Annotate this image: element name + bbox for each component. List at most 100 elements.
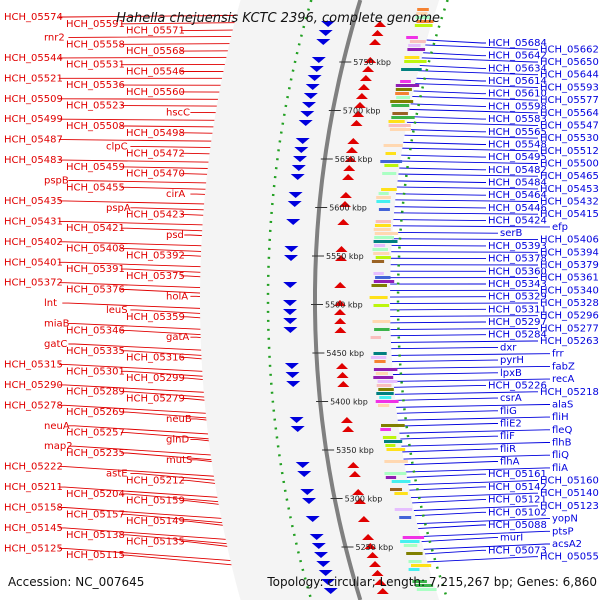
reverse-gene-mark [290, 174, 305, 180]
gene-label-forward: HCH_05459 [66, 162, 125, 173]
reverse-gene-mark [316, 39, 331, 45]
gene-label-forward: lnt [44, 298, 57, 309]
gene-label-reverse: HCH_05453 [540, 184, 599, 195]
gene-label-reverse: alaS [552, 400, 573, 411]
gene-label-forward: HCH_05315 [4, 359, 63, 370]
gene-label-reverse: recA [552, 374, 575, 385]
gene-label-reverse: HCH_05424 [488, 216, 547, 227]
category-segment [402, 536, 425, 539]
gene-label-reverse: HCH_05464 [488, 190, 547, 201]
gene-label-forward: HCH_05521 [4, 73, 63, 84]
category-segment [372, 248, 388, 251]
reverse-gene-mark [289, 417, 304, 423]
category-segment [376, 392, 394, 395]
gene-label-reverse: acsA2 [552, 539, 582, 550]
reverse-gene-mark [291, 165, 306, 171]
category-segment [371, 284, 387, 287]
gene-label-reverse: HCH_05598 [488, 101, 547, 112]
category-segment [369, 296, 388, 299]
gene-label-forward: HCH_05149 [126, 516, 185, 527]
accession-label: Accession: NC_007645 [8, 575, 144, 589]
gene-label-reverse: HCH_05328 [540, 298, 599, 309]
reverse-gene-mark [285, 372, 300, 378]
category-segment [378, 388, 394, 391]
reverse-gene-mark [287, 201, 302, 207]
category-segment [384, 460, 408, 463]
gene-label-reverse: fleQ [552, 425, 572, 436]
reverse-gene-mark [283, 309, 297, 315]
gene-label-reverse: HCH_05160 [540, 476, 599, 487]
category-segment [382, 172, 397, 175]
gene-label-forward: HCH_05115 [66, 550, 125, 561]
reverse-gene-mark [305, 84, 320, 90]
gene-label-forward: HCH_05157 [66, 509, 125, 520]
category-segment [406, 552, 423, 555]
gene-label-forward: HCH_05544 [4, 53, 63, 64]
gene-label-reverse: HCH_05614 [488, 76, 547, 87]
gene-label-reverse: HCH_05564 [540, 108, 599, 119]
kbp-label: 5600 kbp [329, 204, 367, 213]
forward-gene-mark [335, 246, 348, 252]
category-segment [401, 68, 422, 71]
forward-gene-mark [371, 570, 384, 576]
forward-gene-mark [334, 282, 347, 288]
forward-gene-mark [374, 579, 387, 585]
gene-label-reverse: HCH_05530 [540, 133, 599, 144]
kbp-label: 5650 kbp [335, 155, 373, 164]
gene-label-reverse: fliE2 [500, 419, 522, 430]
category-segment [404, 60, 427, 63]
gene-label-forward: pspB [44, 176, 69, 187]
gene-label-forward: HCH_05431 [4, 216, 63, 227]
gene-label-reverse: frr [552, 349, 564, 360]
forward-gene-mark [334, 327, 347, 333]
gene-label-reverse: HCH_05055 [540, 552, 599, 563]
forward-gene-mark [343, 165, 356, 171]
gene-label-forward: HCH_05376 [66, 285, 125, 296]
gene-label-reverse: flhB [552, 438, 572, 449]
category-segment [375, 276, 391, 279]
forward-gene-mark [366, 552, 379, 558]
gene-label-reverse: fliQ [552, 450, 569, 461]
forward-gene-mark [336, 372, 349, 378]
gene-label-forward: HCH_05536 [66, 80, 125, 91]
category-segment [382, 436, 397, 439]
category-segment [370, 356, 387, 359]
gene-label-forward: cirA [166, 189, 185, 200]
category-segment [378, 404, 390, 407]
forward-gene-mark [357, 516, 370, 522]
gene-label-reverse: HCH_05583 [488, 114, 547, 125]
gene-label-forward: HCH_05499 [4, 114, 63, 125]
gene-label-forward: hscC [166, 107, 190, 118]
reverse-gene-mark [309, 534, 324, 540]
genome-backbone [313, 0, 363, 600]
gene-label-forward: psd [166, 230, 184, 241]
category-segment [408, 568, 420, 571]
gene-label-forward: HCH_05571 [126, 26, 185, 37]
forward-gene-mark [354, 498, 366, 504]
gene-label-forward: HCH_05269 [66, 407, 125, 418]
category-segment [381, 188, 397, 191]
category-segment [415, 584, 434, 587]
forward-gene-mark [345, 147, 358, 153]
category-segment [373, 272, 384, 275]
gene-label-reverse: efp [552, 222, 568, 233]
category-segment [391, 116, 415, 119]
reverse-gene-mark [316, 561, 331, 567]
category-segment [370, 336, 381, 339]
gene-label-reverse: fliH [552, 412, 569, 423]
gene-label-reverse: HCH_05088 [488, 520, 547, 531]
forward-gene-mark [342, 426, 355, 432]
gene-label-forward: clpC [106, 141, 128, 152]
category-segment [396, 96, 410, 99]
category-segment [390, 488, 402, 491]
gene-label-forward: HCH_05483 [4, 155, 63, 166]
gene-label-reverse: ptsP [552, 526, 574, 537]
reverse-gene-mark [302, 498, 316, 504]
reverse-gene-mark [293, 156, 307, 162]
category-segment [372, 320, 391, 323]
gene-label-reverse: HCH_05378 [488, 254, 547, 265]
gene-label-forward: neuA [44, 421, 70, 432]
kbp-label: 5250 kbp [356, 543, 394, 552]
gene-label-reverse: HCH_05142 [488, 482, 547, 493]
gene-label-reverse: HCH_05393 [488, 241, 547, 252]
